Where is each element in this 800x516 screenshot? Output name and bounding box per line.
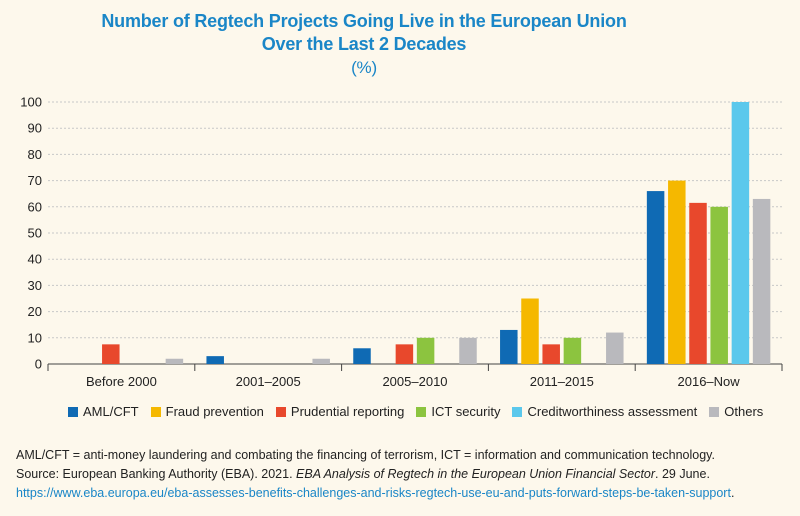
bar-creditworthiness-assessment [731,102,750,364]
source-prefix: Source: European Banking Authority (EBA)… [16,467,297,481]
chart-legend: AML/CFT Fraud prevention Prudential report… [68,404,763,419]
chart-unit: (%) [351,58,377,77]
bar-prudential-reporting [395,344,414,364]
legend-item: Others [709,404,763,419]
bar-others [752,198,771,364]
bar-aml-cft [500,329,518,364]
bar-ict-security [710,206,728,364]
y-tick-label: 70 [28,173,42,188]
y-tick-label: 0 [35,357,42,372]
y-tick-label: 60 [28,199,42,214]
bar-prudential-reporting [689,202,707,364]
legend-swatch [416,406,427,417]
legend-label: Fraud prevention [165,404,264,419]
y-tick-label: 50 [28,226,42,241]
legend-swatch [150,406,161,417]
x-category-label: 2001–2005 [236,374,301,389]
bar-aml-cft [353,348,371,364]
x-category-label: 2005–2010 [382,374,447,389]
bar-ict-security [563,337,582,364]
bar-chart: 0 10 20 30 40 50 60 70 80 90 100 Before 2000 2001–20… [20,95,783,389]
legend-item: Creditworthiness assessment [512,404,697,419]
source-title: EBA Analysis of Regtech in the European … [296,467,656,481]
source-link[interactable]: https://www.eba.europa.eu/eba-assesses-b… [16,486,731,500]
footnote: AML/CFT = anti-money laundering and comb… [16,446,796,503]
legend-item: Fraud prevention [150,404,264,419]
legend-item: AML/CFT [68,404,139,419]
bar-others [165,358,184,364]
bar-prudential-reporting [102,344,120,364]
chart-title: Number of Regtech Projects Going Live in… [0,10,728,79]
x-category-label: 2016–Now [678,374,741,389]
bar-others [312,358,330,364]
source-note: Source: European Banking Authority (EBA)… [16,465,796,484]
chart-title-line-2: Over the Last 2 Decades [261,34,467,54]
x-category-label: 2011–2015 [530,374,594,389]
bar-fraud-prevention [668,180,686,364]
legend-label: Creditworthiness assessment [527,404,698,419]
source-url-end: . [730,486,735,500]
x-category-label: Before 2000 [86,374,157,389]
source-suffix: . 29 June. [655,467,710,481]
y-tick-label: 90 [28,121,42,136]
bar-others [606,332,624,364]
bar-aml-cft [206,356,224,364]
y-tick-label: 40 [28,252,42,267]
y-tick-label: 20 [28,304,42,319]
bar-ict-security [416,337,435,364]
legend-swatch [709,406,720,417]
y-tick-label: 10 [28,330,42,345]
legend-label: Others [724,404,764,419]
legend-swatch [275,406,286,417]
bar-prudential-reporting [542,344,560,364]
legend-swatch [68,406,78,417]
source-url-line: https://www.eba.europa.eu/eba-assesses-b… [16,484,796,503]
legend-label: AML/CFT [83,404,139,419]
bar-fraud-prevention [521,298,539,364]
legend-item: Prudential reporting [275,404,405,419]
abbreviations-note: AML/CFT = anti-money laundering and comb… [16,448,715,462]
legend-swatch [512,406,523,417]
y-tick-label: 30 [28,278,42,293]
legend-item: ICT security [416,404,500,419]
y-tick-label: 80 [28,147,42,162]
bar-others [459,337,477,364]
legend-label: ICT security [431,404,501,419]
legend-label: Prudential reporting [290,404,405,419]
bar-aml-cft [646,191,665,364]
chart-title-line-1: Number of Regtech Projects Going Live in… [101,11,627,31]
y-tick-label: 100 [20,95,42,110]
